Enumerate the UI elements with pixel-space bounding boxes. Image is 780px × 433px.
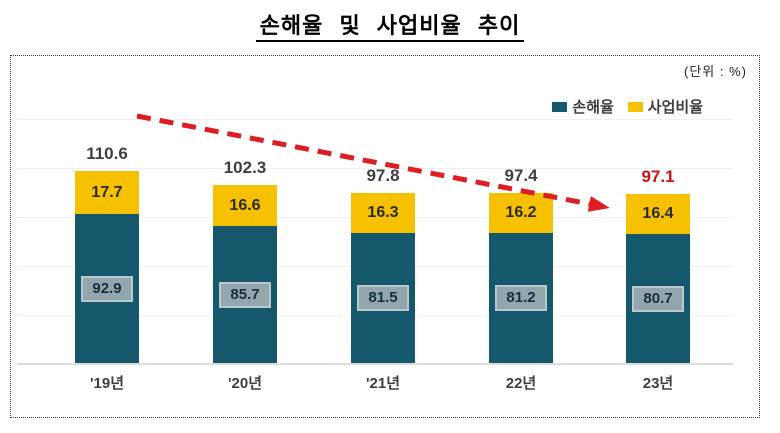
year-label: '20년 xyxy=(227,375,263,392)
legend-item-expense: 사업비율 xyxy=(627,96,703,117)
loss-value-label: 92.9 xyxy=(81,275,133,302)
expense-value-label: 16.2 xyxy=(505,204,537,221)
chart-frame: (단위 : %) 손해율 사업비율 92.9 17.7 110.6 '19년 85.7 16… xyxy=(10,55,760,418)
expense-segment: 16.4 xyxy=(626,194,690,234)
legend-label: 손해율 xyxy=(572,99,614,116)
total-value-label: 110.6 xyxy=(86,144,128,163)
year-label: 23년 xyxy=(642,375,674,392)
total-value-label: 97.4 xyxy=(504,166,538,185)
legend-swatch-icon xyxy=(552,101,568,112)
year-label: '21년 xyxy=(365,375,401,392)
legend-label: 사업비율 xyxy=(647,99,703,116)
loss-value-label: 81.5 xyxy=(357,285,409,311)
expense-segment: 16.2 xyxy=(489,193,553,233)
expense-segment: 16.6 xyxy=(213,185,277,226)
page-title-text: 손해율 및 사업비율 추이 xyxy=(255,13,525,42)
expense-segment: 17.7 xyxy=(75,171,139,214)
loss-segment: 92.9 xyxy=(75,214,139,363)
loss-value-label: 81.2 xyxy=(495,285,547,311)
year-label: 22년 xyxy=(505,375,537,392)
expense-value-label: 16.6 xyxy=(229,196,261,214)
loss-value-label: 85.7 xyxy=(219,281,271,308)
expense-value-label: 17.7 xyxy=(91,183,123,201)
plot-area: 92.9 17.7 110.6 '19년 85.7 16.6 102.3 '20년 81.5 16… xyxy=(11,56,759,417)
year-label: '19년 xyxy=(89,375,125,392)
expense-value-label: 16.3 xyxy=(367,204,399,221)
total-value-label: 102.3 xyxy=(223,158,267,177)
expense-segment: 16.3 xyxy=(351,193,415,233)
gridline xyxy=(17,119,733,120)
page-title: 손해율 및 사업비율 추이 xyxy=(0,8,780,42)
loss-segment: 81.5 xyxy=(351,233,415,363)
loss-segment: 85.7 xyxy=(213,226,277,363)
x-axis-line xyxy=(17,363,733,365)
loss-segment: 80.7 xyxy=(626,234,690,363)
legend-swatch-icon xyxy=(627,101,643,112)
legend-item-loss: 손해율 xyxy=(552,96,614,117)
loss-value-label: 80.7 xyxy=(632,285,684,312)
unit-label: (단위 : %) xyxy=(684,64,747,79)
total-value-label: 97.1 xyxy=(641,167,675,186)
loss-segment: 81.2 xyxy=(489,233,553,363)
total-value-label: 97.8 xyxy=(366,166,400,185)
chart-legend: 손해율 사업비율 xyxy=(552,96,703,117)
expense-value-label: 16.4 xyxy=(642,205,674,222)
